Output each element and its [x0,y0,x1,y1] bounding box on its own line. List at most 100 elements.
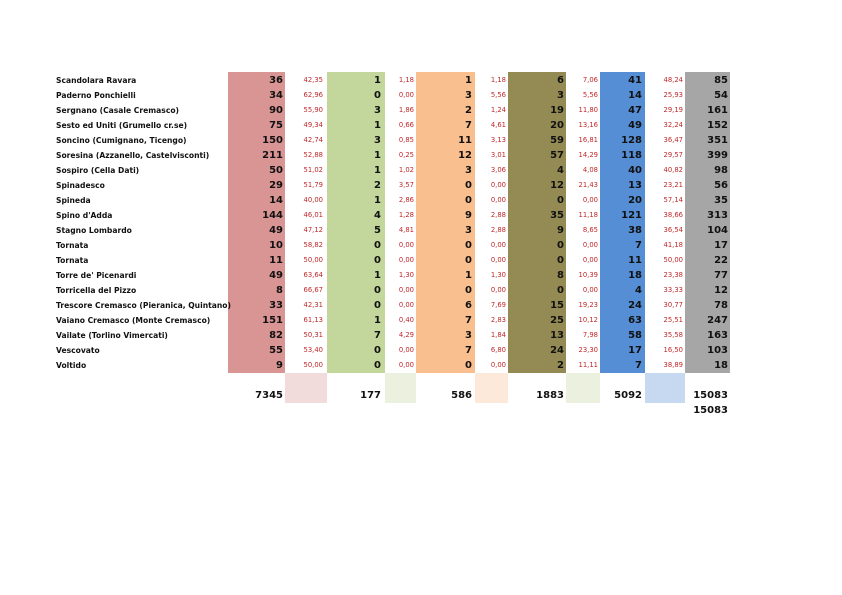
count: 10 [269,240,283,251]
column-total: 1883 [536,390,564,401]
count: 14 [269,195,283,206]
count: 35 [550,210,564,221]
percent: 0,00 [398,346,414,354]
percent: 2,88 [490,226,506,234]
column-total: 7345 [255,390,283,401]
percent: 0,00 [398,256,414,264]
count: 2 [374,180,381,191]
count: 11 [628,255,642,266]
column-total: 177 [360,390,381,401]
count: 0 [465,285,472,296]
count: 36 [269,75,283,86]
count: 0 [374,240,381,251]
percent: 3,06 [490,166,506,174]
percent: 11,18 [578,211,598,219]
total-bg [566,373,600,403]
count: 1 [374,315,381,326]
percent: 36,47 [663,136,683,144]
percent: 7,69 [490,301,506,309]
count: 150 [262,135,283,146]
percent: 57,14 [663,196,683,204]
percent: 32,24 [663,121,683,129]
percent: 0,00 [398,91,414,99]
percent: 3,13 [490,136,506,144]
percent: 42,31 [303,301,323,309]
count: 0 [374,90,381,101]
count: 1 [465,270,472,281]
count: 1 [374,270,381,281]
municipality: Vaiano Cremasco (Monte Cremasco) [56,316,211,325]
percent: 40,82 [663,166,683,174]
municipality: Spino d'Adda [56,211,113,220]
count: 7 [374,330,381,341]
row-total: 22 [714,255,728,266]
count: 59 [550,135,564,146]
municipality: Vescovato [56,346,100,355]
municipality: Torre de' Picenardi [56,271,137,280]
percent: 25,93 [663,91,683,99]
percent: 7,98 [582,331,598,339]
row-total: 152 [707,120,728,131]
percent: 51,79 [303,181,323,189]
count: 4 [635,285,642,296]
row-total: 78 [714,300,728,311]
count: 34 [269,90,283,101]
count: 0 [465,240,472,251]
percent: 21,43 [578,181,598,189]
municipality: Tornata [56,241,89,250]
row-total: 313 [707,210,728,221]
count: 41 [628,75,642,86]
percent: 0,00 [490,361,506,369]
count: 0 [465,360,472,371]
percent: 35,58 [663,331,683,339]
count: 82 [269,330,283,341]
count: 4 [374,210,381,221]
percent: 1,18 [398,76,414,84]
count: 0 [557,255,564,266]
count: 1 [374,195,381,206]
count: 7 [635,240,642,251]
percent: 2,86 [398,196,414,204]
percent: 0,00 [582,196,598,204]
row-total: 98 [714,165,728,176]
percent: 47,12 [303,226,323,234]
percent: 48,24 [663,76,683,84]
percent: 0,00 [490,286,506,294]
percent: 55,90 [303,106,323,114]
percent: 25,51 [663,316,683,324]
count: 0 [465,255,472,266]
percent: 30,77 [663,301,683,309]
percent: 50,00 [663,256,683,264]
count: 0 [557,240,564,251]
count: 7 [465,345,472,356]
row-total: 54 [714,90,728,101]
row-total: 351 [707,135,728,146]
count: 38 [628,225,642,236]
row-total: 12 [714,285,728,296]
percent: 23,21 [663,181,683,189]
count: 18 [628,270,642,281]
percent: 2,83 [490,316,506,324]
total-bg [385,373,416,403]
count: 9 [557,225,564,236]
percent: 0,00 [582,241,598,249]
percent: 0,85 [398,136,414,144]
percent: 41,18 [663,241,683,249]
municipality: Stagno Lombardo [56,226,132,235]
percent: 3,57 [398,181,414,189]
row-total: 18 [714,360,728,371]
count: 8 [276,285,283,296]
col-bg [508,72,566,373]
percent: 0,00 [398,241,414,249]
count: 121 [621,210,642,221]
municipality: Vailate (Torlino Vimercati) [56,331,168,340]
percent: 7,06 [582,76,598,84]
municipality: Sesto ed Uniti (Grumello cr.se) [56,121,188,130]
count: 0 [465,180,472,191]
count: 50 [269,165,283,176]
percent: 29,57 [663,151,683,159]
count: 11 [458,135,472,146]
row-total: 399 [707,150,728,161]
percent: 0,00 [490,256,506,264]
count: 9 [465,210,472,221]
